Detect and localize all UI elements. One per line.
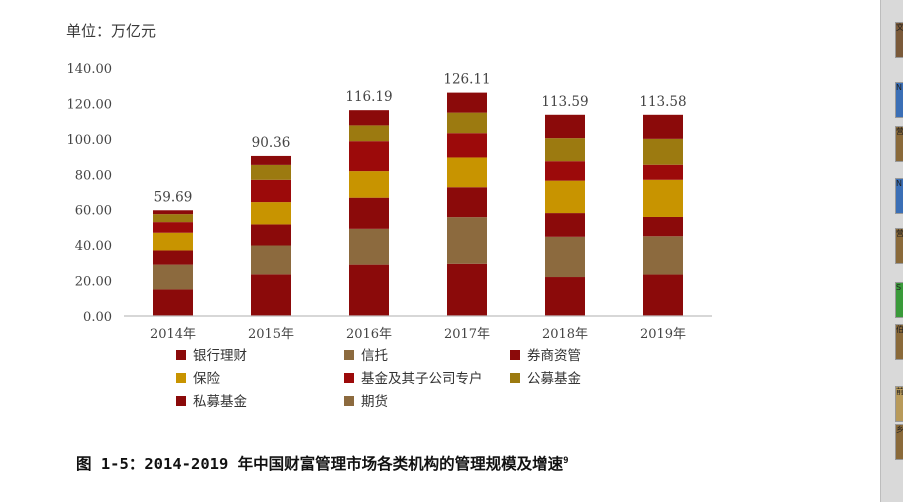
bar-segment (545, 213, 585, 237)
bar-segment (349, 125, 389, 142)
x-tick-label: 2014年 (150, 327, 196, 342)
y-tick-label: 140.00 (67, 62, 113, 77)
y-tick-label: 40.00 (75, 239, 112, 254)
bar-segment (251, 245, 291, 275)
bar-segment (447, 263, 487, 316)
caption-footnote: 9 (563, 455, 569, 466)
bar-segment (545, 161, 585, 181)
bar-segment (153, 210, 193, 215)
unit-label: 单位：万亿元 (66, 22, 157, 40)
legend-swatch (176, 373, 186, 383)
thumbnail-item[interactable]: 伯 (895, 324, 903, 360)
bar-segment (643, 138, 683, 165)
bar-segment (349, 141, 389, 172)
side-thumbnail-strip[interactable]: 文N营N营S伯前乡 (880, 0, 903, 502)
thumbnail-item[interactable]: S (895, 282, 903, 318)
bar-segment (447, 217, 487, 264)
total-label: 116.19 (345, 89, 392, 105)
legend-label: 银行理财 (193, 348, 247, 364)
bar-segment (251, 164, 291, 180)
document-page: 单位：万亿元 0.00 20.00 40.00 60.00 80.00 100.00 120… (66, 22, 712, 474)
bar-segment (251, 202, 291, 225)
bar-segment (545, 180, 585, 214)
bar-segment (447, 187, 487, 218)
bar-segment (153, 250, 193, 265)
bar-segment (643, 236, 683, 275)
bar-segment (545, 114, 585, 139)
bar-segment (153, 289, 193, 316)
x-tick-label: 2018年 (542, 327, 588, 342)
x-tick-label: 2019年 (640, 327, 686, 342)
legend-swatch (510, 350, 520, 360)
legend-label: 期货 (361, 393, 388, 410)
x-tick-label: 2016年 (346, 327, 392, 342)
y-tick-label: 100.00 (67, 133, 113, 148)
legend-swatch (176, 396, 186, 406)
bar-segment (153, 232, 193, 251)
bar-segment (153, 214, 193, 223)
bar-segment (545, 138, 585, 162)
y-axis: 0.00 20.00 40.00 60.00 80.00 100.00 120.00 140.… (67, 62, 113, 325)
legend-label: 私募基金 (193, 393, 247, 410)
total-label: 113.58 (639, 94, 686, 110)
bar-segment (349, 228, 389, 265)
bar-segment (349, 197, 389, 229)
total-label: 113.59 (541, 94, 588, 110)
total-label: 90.36 (252, 135, 291, 151)
bar-segment (251, 274, 291, 316)
total-label: 59.69 (154, 189, 193, 205)
stacked-bar-chart: 0.00 20.00 40.00 60.00 80.00 100.00 120.00 140.… (67, 62, 712, 410)
bar-stacks (153, 92, 683, 316)
bar-segment (251, 179, 291, 203)
bar-segment (643, 164, 683, 180)
bar-segment (545, 277, 585, 316)
bar-segment (153, 222, 193, 233)
bar-segment (153, 264, 193, 290)
x-tick-label: 2015年 (248, 327, 294, 342)
legend-label: 券商资管 (527, 348, 581, 364)
total-label: 126.11 (443, 72, 490, 88)
bar-segment (251, 155, 291, 165)
bar-segment (349, 171, 389, 198)
y-tick-label: 80.00 (75, 168, 112, 183)
bar-segment (545, 236, 585, 278)
y-tick-label: 60.00 (75, 204, 112, 219)
legend-swatch (344, 396, 354, 406)
legend-label: 信托 (361, 348, 388, 364)
bar-segment (643, 216, 683, 237)
y-tick-label: 120.00 (67, 97, 113, 112)
legend-swatch (510, 373, 520, 383)
caption-text: 图 1-5：2014-2019 年中国财富管理市场各类机构的管理规模及增速 (76, 455, 564, 473)
legend-label: 保险 (193, 371, 220, 387)
thumbnail-item[interactable]: 营 (895, 126, 903, 162)
legend-label: 公募基金 (527, 370, 581, 387)
legend-swatch (344, 373, 354, 383)
thumbnail-item[interactable]: 营 (895, 228, 903, 264)
legend-label: 基金及其子公司专户 (361, 370, 483, 387)
thumbnail-item[interactable]: N (895, 82, 903, 118)
thumbnail-item[interactable]: 乡 (895, 424, 903, 460)
figure-caption: 图 1-5：2014-2019 年中国财富管理市场各类机构的管理规模及增速9 (76, 452, 569, 474)
x-axis: 2014年 2015年 2016年 2017年 2018年 2019年 (124, 315, 712, 342)
thumbnail-item[interactable]: N (895, 178, 903, 214)
legend-swatch (176, 350, 186, 360)
thumbnail-item[interactable]: 文 (895, 22, 903, 58)
bar-segment (251, 224, 291, 246)
bar-segment (349, 110, 389, 126)
bar-segment (447, 112, 487, 134)
x-tick-label: 2017年 (444, 327, 490, 342)
legend-swatch (344, 350, 354, 360)
bar-segment (349, 264, 389, 316)
total-labels: 59.69 90.36 116.19 126.11 113.59 113.58 (154, 72, 687, 206)
bar-segment (447, 92, 487, 113)
bar-segment (447, 157, 487, 188)
bar-segment (643, 274, 683, 316)
bar-segment (643, 114, 683, 139)
y-tick-label: 0.00 (83, 310, 112, 325)
thumbnail-item[interactable]: 前 (895, 386, 903, 422)
y-tick-label: 20.00 (75, 275, 112, 290)
bar-segment (643, 179, 683, 217)
bar-segment (447, 133, 487, 158)
